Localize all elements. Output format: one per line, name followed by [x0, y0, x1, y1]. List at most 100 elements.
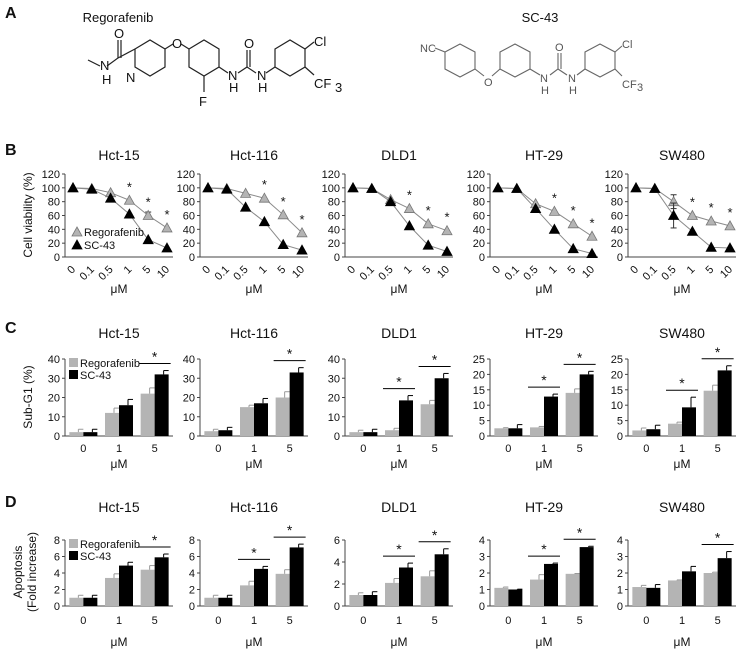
x-tick-label: 1 — [541, 443, 547, 455]
bar-sc-43 — [83, 597, 98, 606]
x-tick-label: 5 — [432, 615, 438, 627]
y-tick-label: 0 — [189, 431, 195, 443]
x-tick-label: 0 — [65, 264, 78, 277]
x-tick-label: 1 — [251, 615, 257, 627]
triangle-marker — [586, 247, 598, 258]
bar-regorafenib — [530, 427, 544, 436]
x-tick-label: 0.1 — [78, 264, 97, 283]
charts: Cell viability (%)Hct-15020406080100120μ… — [11, 147, 736, 649]
y-tick-label: 40 — [328, 354, 340, 366]
atom-label: N — [568, 73, 576, 85]
y-tick-label: 20 — [183, 238, 195, 250]
x-axis-label: μM — [391, 457, 408, 471]
atom-label: N — [100, 58, 109, 73]
y-tick-label: 20 — [611, 238, 623, 250]
chart-ht-29: HT-29 0 1 2 3 4 μM 0 1 5 * * — [479, 499, 598, 649]
series-line-regorafenib — [635, 187, 731, 227]
y-tick-label: 8 — [189, 535, 195, 547]
y-tick-label: 25 — [473, 354, 485, 366]
y-tick-label: 120 — [605, 169, 623, 181]
chart-dld1: DLD1 0 10 20 30 40 μM 0 1 5 * * — [328, 325, 453, 471]
significance-star: * — [152, 349, 158, 365]
atom-label: N — [228, 68, 237, 83]
x-tick-label: 5 — [715, 615, 721, 627]
x-axis-label: μM — [111, 635, 128, 649]
triangle-marker — [142, 233, 154, 245]
bar-regorafenib — [703, 573, 718, 606]
series-line-regorafenib — [497, 187, 593, 237]
bar-regorafenib — [105, 412, 119, 436]
bar-regorafenib — [204, 597, 219, 606]
bar-sc-43 — [119, 405, 133, 436]
series-line-regorafenib — [352, 187, 448, 232]
y-tick-label: 20 — [473, 369, 485, 381]
triangle-marker — [347, 182, 359, 193]
atom-label: NC — [420, 43, 436, 55]
triangle-marker — [422, 217, 434, 229]
y-tick-label: 0 — [334, 431, 340, 443]
triangle-marker — [567, 217, 579, 229]
triangle-marker — [586, 230, 598, 241]
y-tick-label: 60 — [328, 211, 340, 223]
y-tick-label: 100 — [605, 183, 623, 195]
x-tick-label: 0.1 — [358, 264, 377, 283]
triangle-marker — [104, 192, 117, 203]
x-tick-label: 5 — [577, 443, 583, 455]
x-tick-label: 0.5 — [659, 264, 678, 283]
triangle-marker — [384, 195, 397, 207]
y-tick-label: 20 — [328, 393, 340, 405]
atom-label: 3 — [335, 80, 342, 95]
bar-regorafenib — [105, 577, 119, 606]
chart-title: SW480 — [659, 147, 705, 163]
x-tick-label: 0 — [360, 443, 366, 455]
triangle-marker — [123, 208, 136, 219]
triangle-marker — [511, 182, 523, 193]
x-tick-label: 5 — [704, 264, 717, 277]
atom-label: H — [541, 85, 549, 97]
triangle-marker — [161, 222, 173, 233]
y-tick-label: 120 — [42, 169, 60, 181]
x-tick-label: 5 — [141, 264, 154, 277]
bar-regorafenib — [240, 407, 254, 436]
series-line-sc-43 — [635, 187, 731, 249]
atom-label: Cl — [314, 34, 326, 49]
y-tick-label: 20 — [611, 369, 623, 381]
y-tick-label: 6 — [54, 552, 60, 564]
x-tick-label: 0.1 — [641, 264, 660, 283]
chart-sw480: SW480 0 1 2 3 4 μM 0 1 5 * — [617, 499, 736, 649]
bar-sc-43 — [154, 557, 169, 606]
bar-sc-43 — [254, 403, 268, 436]
triangle-marker — [529, 202, 542, 213]
significance-star: * — [432, 351, 438, 367]
y-tick-label: 5 — [479, 416, 485, 428]
x-tick-label: 5 — [152, 615, 158, 627]
x-tick-label: 10 — [155, 264, 172, 281]
x-tick-label: 1 — [685, 264, 698, 277]
atom-label: O — [114, 26, 124, 41]
y-tick-label: 10 — [611, 400, 623, 412]
bar-sc-43 — [218, 430, 233, 436]
triangle-marker — [71, 239, 83, 250]
x-tick-label: 0 — [360, 615, 366, 627]
y-tick-label: 10 — [183, 412, 195, 424]
atom-label: O — [172, 36, 182, 51]
x-tick-label: 1 — [402, 264, 415, 277]
y-axis-label: Cell viability (%) — [21, 172, 35, 257]
y-tick-label: 40 — [328, 224, 340, 236]
regorafenib-structure: Regorafenib N H O N O F N H O N H Cl CF … — [83, 10, 343, 109]
bar-sc-43 — [399, 567, 413, 606]
legend-label: Regorafenib — [80, 539, 140, 551]
y-tick-label: 3 — [617, 552, 623, 564]
legend-swatch-sc43 — [69, 551, 78, 560]
triangle-marker — [649, 182, 661, 193]
y-tick-label: 0 — [617, 252, 623, 264]
y-axis-label: Sub-G1 (%) — [21, 365, 35, 428]
x-tick-label: 5 — [421, 264, 434, 277]
bar-regorafenib — [668, 423, 682, 436]
y-tick-label: 30 — [48, 373, 60, 385]
x-tick-label: 0.1 — [213, 264, 232, 283]
y-tick-label: 60 — [611, 211, 623, 223]
